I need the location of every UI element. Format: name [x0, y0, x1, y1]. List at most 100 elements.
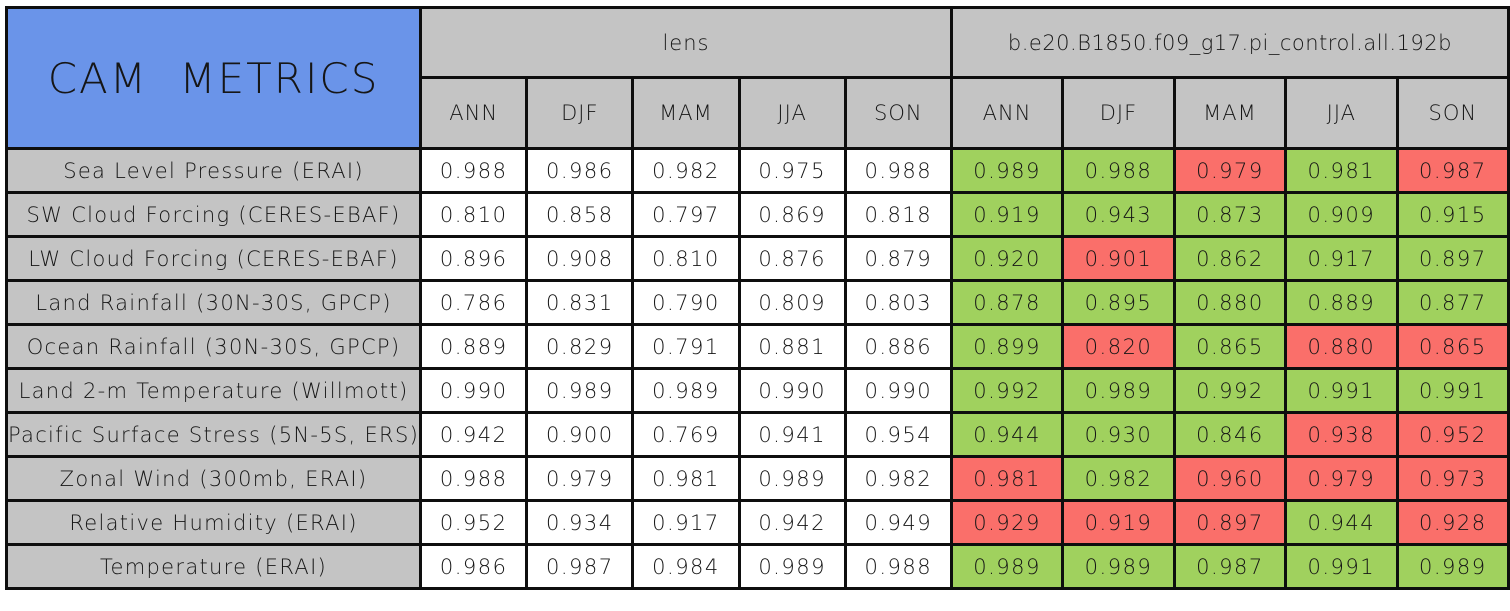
lens-value-cell: 0.988	[419, 455, 529, 502]
group-header-case: b.e20.B1850.f09_g17.pi_control.all.192b	[949, 6, 1510, 79]
case-value-cell: 0.930	[1061, 411, 1176, 458]
season-header-case-djf: DJF	[1061, 76, 1176, 150]
cam-metrics-table: CAM METRICS lens b.e20.B1850.f09_g17.pi_…	[4, 6, 1510, 590]
group-header-row: CAM METRICS lens b.e20.B1850.f09_g17.pi_…	[4, 6, 1510, 150]
case-value-cell: 0.929	[949, 499, 1065, 546]
lens-value-cell: 0.979	[525, 455, 635, 502]
case-value-cell: 0.989	[1395, 543, 1510, 590]
row-label-cell: SW Cloud Forcing (CERES-EBAF)	[4, 191, 423, 238]
case-value-cell: 0.992	[949, 367, 1065, 414]
row-label: Temperature (ERAI)	[100, 554, 328, 579]
lens-value-cell: 0.790	[631, 279, 741, 326]
case-value-cell: 0.944	[949, 411, 1065, 458]
case-value-cell: 0.820	[1061, 323, 1176, 370]
lens-value-cell: 0.989	[631, 367, 741, 414]
case-value-cell: 0.991	[1284, 367, 1399, 414]
row-label-cell: Zonal Wind (300mb, ERAI)	[4, 455, 423, 502]
lens-value-cell: 0.989	[525, 367, 635, 414]
lens-value-cell: 0.769	[631, 411, 741, 458]
lens-value-cell: 0.986	[419, 543, 529, 590]
table-row: Temperature (ERAI) 0.986 0.987 0.984 0.9…	[4, 543, 1510, 590]
table-row: Pacific Surface Stress (5N-5S, ERS) 0.94…	[4, 411, 1510, 458]
lens-value-cell: 0.942	[737, 499, 847, 546]
lens-value-cell: 0.989	[737, 455, 847, 502]
lens-value-cell: 0.786	[419, 279, 529, 326]
lens-value-cell: 0.810	[419, 191, 529, 238]
lens-value-cell: 0.831	[525, 279, 635, 326]
case-value-cell: 0.989	[949, 147, 1065, 194]
case-value-cell: 0.880	[1172, 279, 1288, 326]
case-value-cell: 0.973	[1395, 455, 1510, 502]
case-value-cell: 0.889	[1284, 279, 1399, 326]
lens-value-cell: 0.975	[737, 147, 847, 194]
lens-value-cell: 0.900	[525, 411, 635, 458]
season-header-lens-jja: JJA	[737, 76, 847, 150]
case-value-cell: 0.878	[949, 279, 1065, 326]
lens-value-cell: 0.881	[737, 323, 847, 370]
table-row: SW Cloud Forcing (CERES-EBAF) 0.810 0.85…	[4, 191, 1510, 238]
case-value-cell: 0.960	[1172, 455, 1288, 502]
case-value-cell: 0.899	[949, 323, 1065, 370]
season-header-lens-mam: MAM	[631, 76, 741, 150]
case-value-cell: 0.944	[1284, 499, 1399, 546]
season-header-case-mam: MAM	[1172, 76, 1288, 150]
lens-value-cell: 0.982	[631, 147, 741, 194]
case-value-cell: 0.919	[949, 191, 1065, 238]
row-label: Pacific Surface Stress (5N-5S, ERS)	[8, 422, 420, 447]
lens-value-cell: 0.990	[737, 367, 847, 414]
case-value-cell: 0.979	[1172, 147, 1288, 194]
lens-value-cell: 0.869	[737, 191, 847, 238]
case-value-cell: 0.865	[1395, 323, 1510, 370]
lens-value-cell: 0.988	[419, 147, 529, 194]
case-value-cell: 0.928	[1395, 499, 1510, 546]
lens-value-cell: 0.990	[843, 367, 953, 414]
case-value-cell: 0.919	[1061, 499, 1176, 546]
lens-value-cell: 0.954	[843, 411, 953, 458]
case-value-cell: 0.909	[1284, 191, 1399, 238]
season-header-case-son: SON	[1395, 76, 1510, 150]
season-header-case-jja: JJA	[1284, 76, 1399, 150]
row-label: Sea Level Pressure (ERAI)	[63, 158, 364, 183]
row-label-cell: LW Cloud Forcing (CERES-EBAF)	[4, 235, 423, 282]
lens-value-cell: 0.989	[737, 543, 847, 590]
lens-value-cell: 0.988	[843, 543, 953, 590]
table-title: CAM METRICS	[47, 53, 380, 103]
case-value-cell: 0.920	[949, 235, 1065, 282]
table-row: Sea Level Pressure (ERAI) 0.988 0.986 0.…	[4, 147, 1510, 194]
case-value-cell: 0.943	[1061, 191, 1176, 238]
case-value-cell: 0.989	[1061, 543, 1176, 590]
row-label: Zonal Wind (300mb, ERAI)	[59, 466, 368, 491]
season-header-row: ANN DJF MAM JJA SON ANN DJF MAM JJA SON	[7, 76, 1510, 150]
table-row: Relative Humidity (ERAI) 0.952 0.934 0.9…	[4, 499, 1510, 546]
row-label-cell: Relative Humidity (ERAI)	[4, 499, 423, 546]
season-header-case-ann: ANN	[949, 76, 1065, 150]
table-row: Land Rainfall (30N-30S, GPCP) 0.786 0.83…	[4, 279, 1510, 326]
row-label-cell: Land 2-m Temperature (Willmott)	[4, 367, 423, 414]
case-value-cell: 0.991	[1284, 543, 1399, 590]
case-value-cell: 0.938	[1284, 411, 1399, 458]
lens-value-cell: 0.917	[631, 499, 741, 546]
group-header-lens: lens	[419, 6, 953, 79]
table-row: Land 2-m Temperature (Willmott) 0.990 0.…	[4, 367, 1510, 414]
case-value-cell: 0.988	[1061, 147, 1176, 194]
lens-value-cell: 0.879	[843, 235, 953, 282]
lens-value-cell: 0.986	[525, 147, 635, 194]
case-value-cell: 0.873	[1172, 191, 1288, 238]
table-row: Ocean Rainfall (30N-30S, GPCP) 0.889 0.8…	[4, 323, 1510, 370]
case-value-cell: 0.880	[1284, 323, 1399, 370]
row-label: SW Cloud Forcing (CERES-EBAF)	[26, 202, 401, 227]
lens-value-cell: 0.818	[843, 191, 953, 238]
lens-value-cell: 0.990	[419, 367, 529, 414]
lens-value-cell: 0.908	[525, 235, 635, 282]
table-title-cell: CAM METRICS	[4, 6, 423, 150]
table-row: Zonal Wind (300mb, ERAI) 0.988 0.979 0.9…	[4, 455, 1510, 502]
lens-value-cell: 0.791	[631, 323, 741, 370]
case-value-cell: 0.895	[1061, 279, 1176, 326]
lens-value-cell: 0.988	[843, 147, 953, 194]
case-value-cell: 0.917	[1284, 235, 1399, 282]
lens-value-cell: 0.942	[419, 411, 529, 458]
case-value-cell: 0.991	[1395, 367, 1510, 414]
case-value-cell: 0.897	[1172, 499, 1288, 546]
lens-value-cell: 0.809	[737, 279, 847, 326]
case-value-cell: 0.989	[949, 543, 1065, 590]
